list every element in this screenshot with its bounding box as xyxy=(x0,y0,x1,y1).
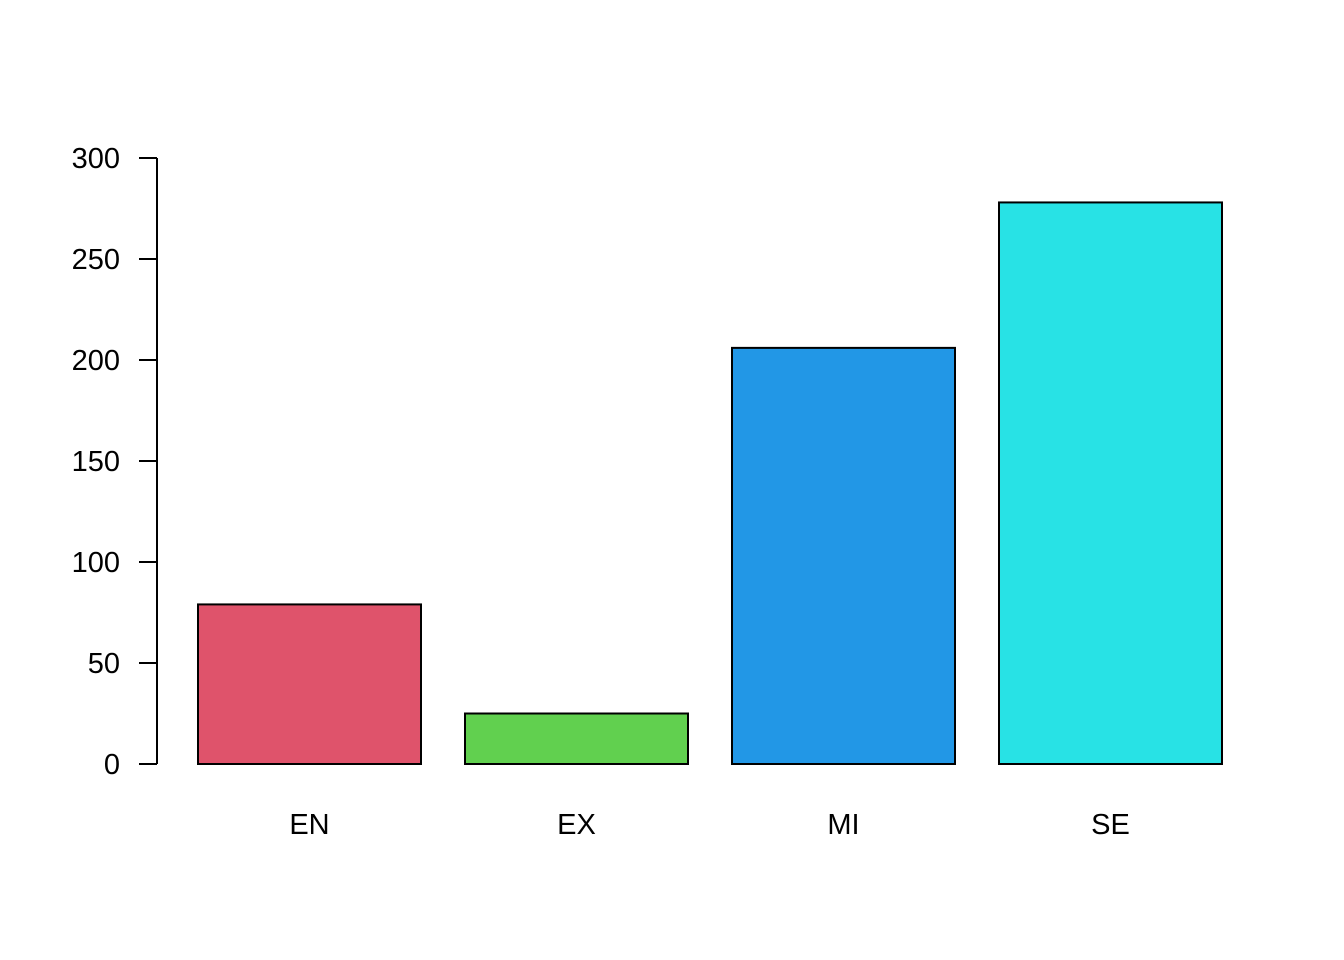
x-axis-labels: EN EX MI SE xyxy=(289,809,1129,841)
bar-mi xyxy=(731,346,956,765)
x-category-label: MI xyxy=(827,809,859,841)
y-tick-label: 200 xyxy=(72,345,120,377)
x-category-label: SE xyxy=(1091,809,1130,841)
x-category-label: EX xyxy=(557,809,596,841)
y-axis: 0 50 100 150 200 250 300 xyxy=(72,143,158,781)
x-category-label: EN xyxy=(289,809,329,841)
y-tick-label: 100 xyxy=(72,547,120,579)
y-tick-label: 250 xyxy=(72,244,120,276)
bar-ex xyxy=(464,712,689,765)
y-tick-label: 0 xyxy=(104,749,120,781)
bar-se xyxy=(998,201,1223,765)
y-tick-label: 150 xyxy=(72,446,120,478)
bar-en xyxy=(197,603,422,765)
bars-group xyxy=(197,201,1223,765)
y-tick-label: 300 xyxy=(72,143,120,175)
y-tick-label: 50 xyxy=(88,648,120,680)
